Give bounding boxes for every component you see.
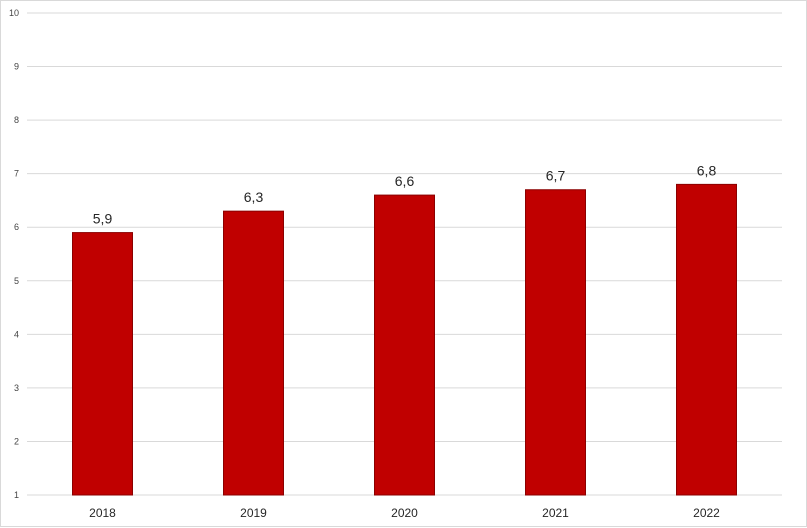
y-tick-label-10: 10 bbox=[9, 8, 19, 18]
bar-2020 bbox=[374, 194, 435, 496]
x-tick-label-2022: 2022 bbox=[693, 506, 720, 520]
y-tick-label-7: 7 bbox=[14, 169, 19, 179]
x-tick-label-2020: 2020 bbox=[391, 506, 418, 520]
data-label-2022: 6,8 bbox=[697, 162, 717, 178]
bar-2021 bbox=[525, 189, 586, 496]
y-tick-label-1: 1 bbox=[14, 490, 19, 500]
bar-layer bbox=[72, 183, 737, 496]
y-tick-label-8: 8 bbox=[14, 115, 19, 125]
bar-2018 bbox=[72, 232, 133, 496]
y-tick-label-5: 5 bbox=[14, 276, 19, 286]
label-layer: 1 2 3 4 5 6 7 8 9 10 5,9 2018 6,3 2019 6,6 2020 6,7 2021 6… bbox=[9, 8, 720, 520]
x-tick-label-2018: 2018 bbox=[89, 506, 116, 520]
x-tick-label-2019: 2019 bbox=[240, 506, 267, 520]
y-tick-label-3: 3 bbox=[14, 383, 19, 393]
data-label-2018: 5,9 bbox=[93, 211, 113, 227]
y-tick-label-6: 6 bbox=[14, 222, 19, 232]
y-tick-label-4: 4 bbox=[14, 329, 19, 339]
y-tick-label-9: 9 bbox=[14, 62, 19, 72]
bar-2019 bbox=[223, 210, 284, 496]
bar-2022 bbox=[676, 183, 737, 496]
x-tick-label-2021: 2021 bbox=[542, 506, 569, 520]
data-label-2019: 6,3 bbox=[244, 189, 264, 205]
y-tick-label-2: 2 bbox=[14, 436, 19, 446]
data-label-2021: 6,7 bbox=[546, 168, 566, 184]
data-label-2020: 6,6 bbox=[395, 173, 415, 189]
